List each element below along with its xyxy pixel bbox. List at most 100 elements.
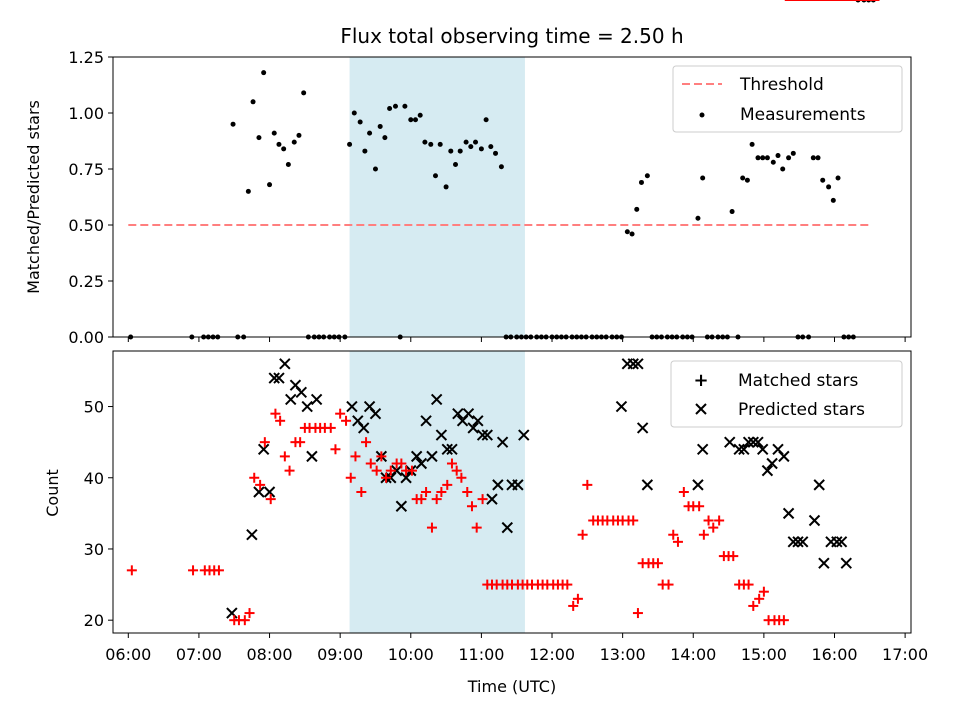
x-tick-label: 06:00 bbox=[105, 645, 151, 664]
predicted-point bbox=[410, 450, 423, 463]
predicted-point bbox=[279, 358, 291, 370]
measurement-point bbox=[830, 197, 836, 203]
predicted-point bbox=[357, 422, 370, 434]
measurement-point bbox=[291, 139, 297, 145]
predicted-point bbox=[724, 436, 736, 448]
matched-point bbox=[371, 465, 382, 476]
matched-point bbox=[678, 487, 689, 497]
x-axis-label: Time (UTC) bbox=[467, 677, 556, 696]
predicted-point bbox=[738, 443, 750, 455]
measurement-point bbox=[261, 70, 267, 76]
y-tick-label: 20 bbox=[84, 611, 104, 630]
ratio-y-axis: 0.00 0.25 0.50 0.75 1.00 1.25 bbox=[68, 48, 113, 347]
predicted-point bbox=[462, 407, 475, 420]
measurement-point bbox=[367, 130, 373, 136]
predicted-point bbox=[742, 436, 755, 448]
measurement-point bbox=[463, 139, 469, 145]
measurement-point bbox=[764, 155, 770, 161]
predicted-points bbox=[226, 358, 852, 619]
predicted-point bbox=[641, 479, 654, 491]
predicted-point bbox=[400, 472, 412, 484]
matched-point bbox=[462, 487, 473, 497]
matched-point bbox=[451, 465, 462, 476]
measurement-point bbox=[256, 135, 262, 141]
matched-point bbox=[341, 415, 352, 426]
predicted-point bbox=[306, 450, 318, 463]
measurement-point bbox=[749, 141, 755, 147]
matched-point bbox=[748, 600, 759, 611]
predicted-point bbox=[486, 493, 498, 505]
y-tick-label: 0.25 bbox=[68, 272, 104, 291]
predicted-point bbox=[831, 536, 843, 548]
predicted-point bbox=[268, 372, 280, 384]
x-tick-label: 15:00 bbox=[741, 645, 787, 664]
x-tick-label: 07:00 bbox=[176, 645, 222, 664]
matched-point bbox=[456, 472, 467, 483]
predicted-point bbox=[787, 536, 800, 548]
predicted-point bbox=[752, 436, 764, 448]
matched-point bbox=[477, 494, 488, 505]
matched-point bbox=[239, 615, 250, 626]
measurement-point bbox=[810, 155, 816, 161]
ratio-x-ticks bbox=[127, 337, 906, 342]
measurement-point bbox=[408, 117, 414, 123]
measurement-point bbox=[835, 175, 841, 181]
measurement-point bbox=[357, 119, 363, 125]
measurement-point bbox=[387, 106, 393, 112]
predicted-point bbox=[835, 536, 848, 548]
x-tick-label: 10:00 bbox=[388, 645, 434, 664]
measurement-point bbox=[245, 188, 251, 194]
measurement-point bbox=[392, 103, 398, 109]
matched-point bbox=[426, 522, 437, 533]
matched-point bbox=[672, 536, 683, 547]
y-tick-label: 0.50 bbox=[68, 216, 104, 235]
measurement-point bbox=[453, 162, 459, 168]
measurement-point bbox=[815, 155, 821, 161]
legend-measurement-label: Measurements bbox=[740, 105, 866, 125]
matched-point bbox=[758, 586, 769, 597]
count-y-axis: 20 30 40 50 bbox=[84, 398, 113, 630]
matched-point bbox=[778, 615, 789, 626]
predicted-point bbox=[263, 486, 276, 498]
legend-measurement-swatch bbox=[699, 112, 705, 118]
matched-point bbox=[471, 522, 482, 533]
measurement-point bbox=[428, 141, 434, 147]
matched-point bbox=[668, 529, 679, 540]
measurement-point bbox=[443, 184, 449, 190]
measurement-point bbox=[301, 90, 307, 96]
matched-point bbox=[270, 408, 281, 419]
x-tick-label: 11:00 bbox=[458, 645, 504, 664]
x-tick-label: 17:00 bbox=[882, 645, 928, 664]
matched-point bbox=[244, 608, 255, 619]
predicted-point bbox=[452, 407, 464, 420]
predicted-point bbox=[476, 429, 489, 441]
x-tick-label: 12:00 bbox=[529, 645, 575, 664]
measurement-point bbox=[700, 175, 706, 181]
matched-point bbox=[743, 579, 754, 590]
measurement-point bbox=[351, 110, 357, 116]
predicted-point bbox=[818, 557, 830, 569]
matched-point bbox=[562, 579, 573, 590]
count-legend-box bbox=[670, 360, 903, 428]
measurement-point bbox=[493, 150, 499, 156]
predicted-point bbox=[420, 415, 432, 427]
measurement-point bbox=[744, 177, 750, 183]
measurement-point bbox=[271, 130, 277, 136]
matched-point bbox=[126, 565, 137, 576]
measurement-point bbox=[740, 175, 746, 181]
predicted-point bbox=[467, 422, 479, 434]
predicted-point bbox=[496, 436, 509, 448]
chart-title: Flux total observing time = 2.50 h bbox=[340, 24, 683, 48]
predicted-point bbox=[492, 479, 504, 491]
measurement-point bbox=[498, 164, 504, 170]
predicted-point bbox=[766, 457, 778, 470]
measurement-point bbox=[276, 141, 282, 147]
measurement-point bbox=[775, 153, 781, 159]
x-tick-label: 14:00 bbox=[670, 645, 716, 664]
x-tick-label: 13:00 bbox=[600, 645, 646, 664]
measurement-point bbox=[473, 139, 479, 145]
measurement-point bbox=[483, 117, 489, 123]
predicted-point bbox=[273, 372, 285, 384]
y-tick-label: 0.75 bbox=[68, 160, 104, 179]
measurement-point bbox=[826, 184, 832, 190]
